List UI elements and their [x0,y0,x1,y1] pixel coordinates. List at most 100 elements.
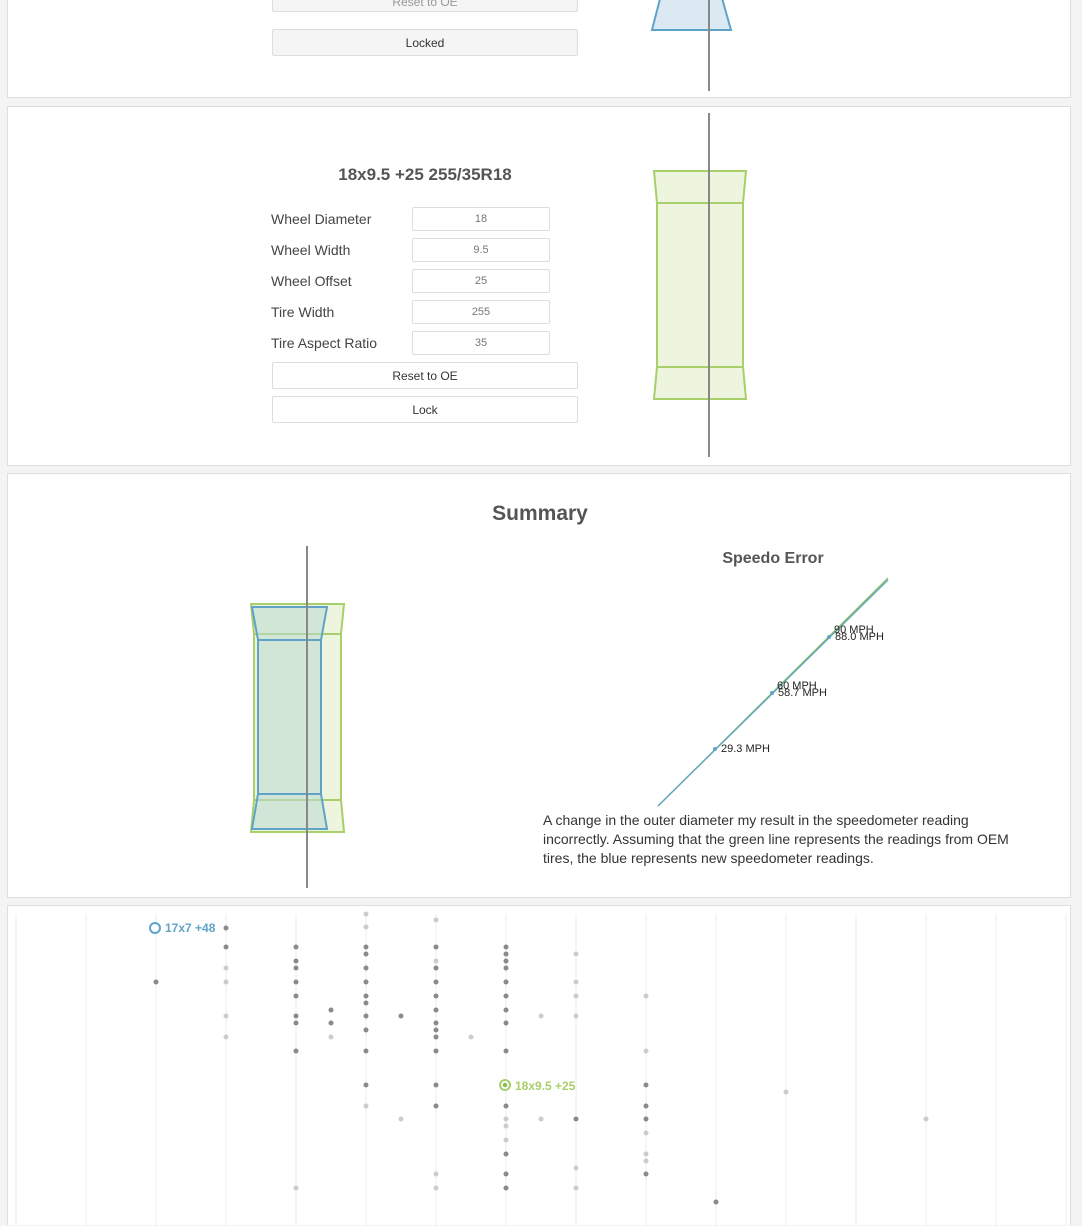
fitment-dot[interactable] [503,1103,509,1109]
fitment-dot[interactable] [433,1007,439,1013]
fitment-dot[interactable] [293,1185,299,1191]
speedo-label-overlap-90: 90 MPH [834,624,874,636]
fitment-dot[interactable] [503,1020,509,1026]
fitment-dot[interactable] [363,924,369,930]
fitment-dot[interactable] [538,1116,544,1122]
fitment-dot[interactable] [783,1089,789,1095]
fitment-dot[interactable] [398,1116,404,1122]
fitment-dot[interactable] [223,925,229,931]
fitment-dot[interactable] [538,1013,544,1019]
wheel-width-input[interactable] [412,238,550,262]
fitment-dot[interactable] [643,1151,649,1157]
fitment-dot[interactable] [468,1034,474,1040]
fitment-dot[interactable] [433,965,439,971]
fitment-dot[interactable] [433,944,439,950]
fitment-dot[interactable] [573,1165,579,1171]
fitment-dot[interactable] [503,965,509,971]
wheel-diameter-input[interactable] [412,207,550,231]
fitment-dot[interactable] [503,1151,509,1157]
fitment-dot[interactable] [223,1034,229,1040]
fitment-dot[interactable] [503,1116,509,1122]
fitment-dot[interactable] [503,979,509,985]
fitment-dot[interactable] [223,944,229,950]
fitment-dot[interactable] [573,1116,579,1122]
fitment-dot[interactable] [433,1103,439,1109]
fitment-dot[interactable] [643,993,649,999]
fitment-dot[interactable] [363,979,369,985]
fitment-dot[interactable] [223,979,229,985]
fitment-dot[interactable] [643,1103,649,1109]
fitment-dot[interactable] [713,1199,719,1205]
fitment-dot[interactable] [328,1020,334,1026]
fitment-dot[interactable] [153,979,159,985]
fitment-dot[interactable] [293,944,299,950]
fitment-dot[interactable] [503,1123,509,1129]
fitment-dot[interactable] [363,1027,369,1033]
fitment-dot[interactable] [643,1048,649,1054]
fitment-dot[interactable] [363,1000,369,1006]
fitment-dot[interactable] [433,1171,439,1177]
fitment-dot[interactable] [433,979,439,985]
fitment-dot[interactable] [433,993,439,999]
fitment-dot[interactable] [503,1185,509,1191]
fitment-dot[interactable] [363,911,369,917]
fitment-dot[interactable] [503,993,509,999]
fitment-dot[interactable] [643,1130,649,1136]
fitment-dot[interactable] [433,1027,439,1033]
fitment-dot[interactable] [363,965,369,971]
fitment-dot[interactable] [363,1082,369,1088]
fitment-dot[interactable] [293,979,299,985]
fitment-dot[interactable] [503,1171,509,1177]
fitment-dot[interactable] [433,1185,439,1191]
fitment-dot[interactable] [293,965,299,971]
fitment-dot[interactable] [433,1082,439,1088]
fitment-dot[interactable] [573,1013,579,1019]
fitment-dot[interactable] [503,944,509,950]
fitment-dot[interactable] [363,993,369,999]
fitment-dot[interactable] [293,993,299,999]
fitment-dot[interactable] [293,958,299,964]
fitment-dot[interactable] [363,951,369,957]
tire-width-input[interactable] [412,300,550,324]
fitment-dot[interactable] [433,958,439,964]
fitment-dot[interactable] [643,1158,649,1164]
fitment-dot[interactable] [398,1013,404,1019]
fitment-dot[interactable] [363,1103,369,1109]
fitment-dot[interactable] [503,1137,509,1143]
fitment-dot[interactable] [433,1034,439,1040]
reset-to-oe-button[interactable]: Reset to OE [272,362,578,389]
fitment-dot[interactable] [573,1185,579,1191]
locked-button[interactable]: Locked [272,29,578,56]
fitment-dot[interactable] [433,1020,439,1026]
fitment-dot[interactable] [643,1082,649,1088]
fitment-dot[interactable] [293,1020,299,1026]
fitment-dot[interactable] [293,1048,299,1054]
fitment-dot[interactable] [643,1116,649,1122]
fitment-dot[interactable] [363,1048,369,1054]
fitment-dot[interactable] [503,1048,509,1054]
fitment-dot[interactable] [433,1048,439,1054]
fitment-dot[interactable] [223,965,229,971]
reset-to-oe-button[interactable]: Reset to OE [272,0,578,12]
original-fitment-marker[interactable]: 17x7 +48 [149,921,216,935]
fitment-dot[interactable] [503,951,509,957]
fitment-dot[interactable] [363,944,369,950]
lock-button[interactable]: Lock [272,396,578,423]
fitment-dot[interactable] [503,958,509,964]
current-fitment-marker[interactable]: 18x9.5 +25 [499,1079,576,1093]
fitment-dot[interactable] [573,979,579,985]
fitment-dot[interactable] [923,1116,929,1122]
wheel-offset-input[interactable] [412,269,550,293]
fitment-dot[interactable] [643,1171,649,1177]
fitment-dot[interactable] [503,1007,509,1013]
fitment-dot[interactable] [363,1013,369,1019]
speedo-label-88: 88.0 MPH [835,631,884,643]
fitment-dot[interactable] [433,917,439,923]
fitment-dot[interactable] [573,951,579,957]
fitment-dot[interactable] [328,1034,334,1040]
fitment-dot[interactable] [223,1013,229,1019]
fitment-dot[interactable] [573,993,579,999]
tire-aspect-ratio-input[interactable] [412,331,550,355]
fitment-dot[interactable] [328,1007,334,1013]
fitment-dot[interactable] [293,1013,299,1019]
